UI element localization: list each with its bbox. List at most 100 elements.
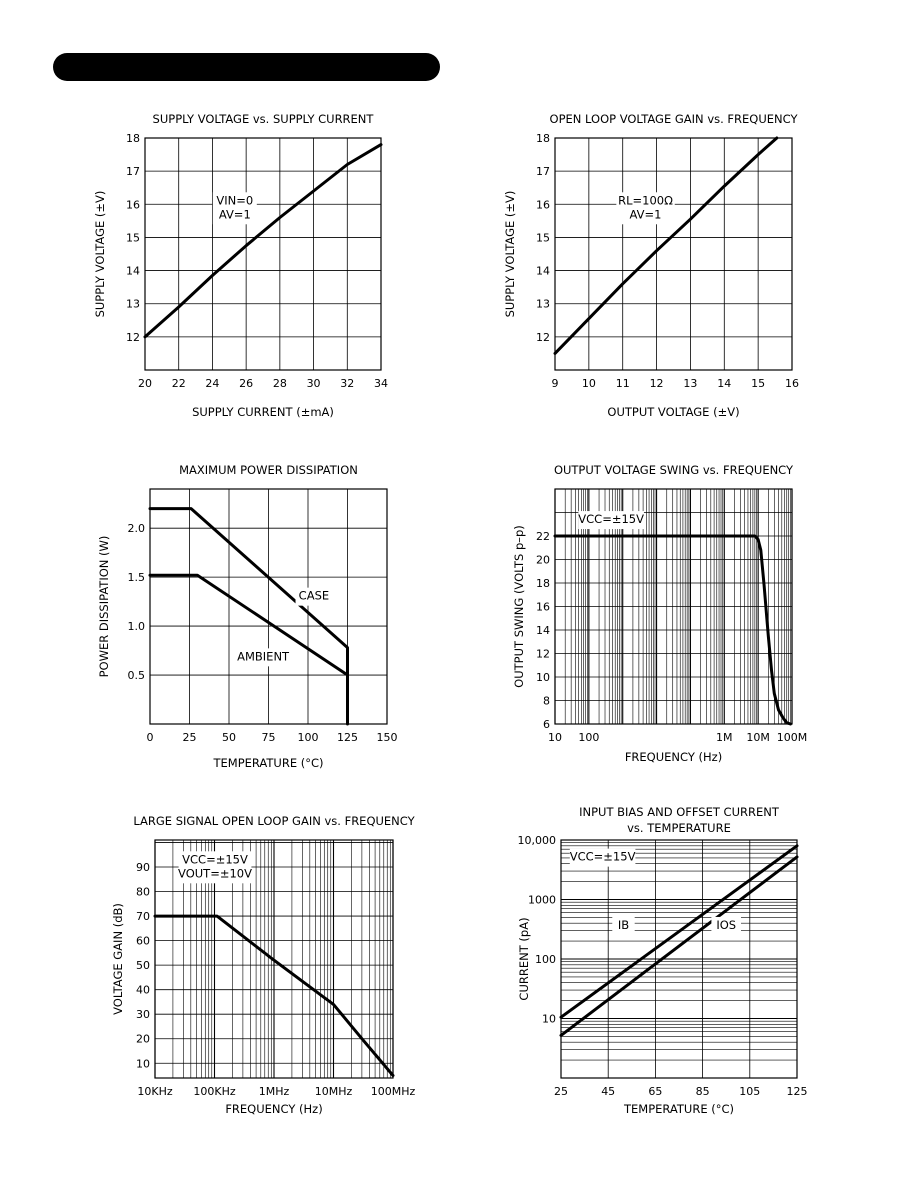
series-line: [153, 914, 395, 1077]
y-tick-label: 15: [536, 231, 550, 244]
x-tick-label: 15: [751, 377, 765, 390]
x-tick-label: 11: [616, 377, 630, 390]
y-axis-label: VOLTAGE GAIN (dB): [111, 903, 125, 1015]
series-line-ios: [559, 855, 799, 1037]
x-tick-label: 13: [683, 377, 697, 390]
x-tick-label: 50: [222, 731, 236, 744]
y-tick-label: 0.5: [128, 669, 146, 682]
y-tick-label: 10: [136, 1057, 150, 1070]
y-tick-label: 17: [536, 165, 550, 178]
y-tick-label: 18: [536, 132, 550, 145]
y-tick-label: 13: [536, 298, 550, 311]
y-tick-label: 16: [536, 198, 550, 211]
annotation-label: AV=1: [630, 207, 662, 221]
y-tick-label: 60: [136, 935, 150, 948]
x-tick-label: 0: [147, 731, 154, 744]
annotation-label: AV=1: [219, 207, 251, 221]
y-tick-label: 6: [543, 718, 550, 731]
x-tick-label: 30: [307, 377, 321, 390]
annotation-label: VOUT=±10V: [178, 866, 252, 880]
y-tick-label: 14: [126, 265, 140, 278]
y-tick-label: 90: [136, 861, 150, 874]
x-tick-label: 24: [205, 377, 219, 390]
y-tick-label: 17: [126, 165, 140, 178]
y-tick-label: 20: [136, 1033, 150, 1046]
x-tick-label: 20: [138, 377, 152, 390]
series-line: [143, 143, 383, 339]
annotation-label: VCC=±15V: [570, 850, 636, 864]
annotation-label: IOS: [716, 918, 736, 932]
x-tick-label: 75: [262, 731, 276, 744]
annotation-bg: [612, 916, 635, 935]
x-tick-label: 1MHz: [259, 1085, 290, 1098]
y-tick-label: 50: [136, 959, 150, 972]
chart-title: vs. TEMPERATURE: [627, 821, 731, 835]
x-tick-label: 10MHz: [315, 1085, 353, 1098]
series-line: [553, 534, 792, 726]
y-tick-label: 22: [536, 530, 550, 543]
y-tick-label: 1000: [528, 894, 556, 907]
x-axis-label: FREQUENCY (Hz): [225, 1102, 322, 1116]
x-axis-label: TEMPERATURE (°C): [623, 1102, 734, 1116]
annotation-bg: [295, 587, 333, 606]
x-tick-label: 100KHz: [193, 1085, 235, 1098]
x-tick-label: 10: [582, 377, 596, 390]
x-tick-label: 10KHz: [137, 1085, 172, 1098]
annotation-label: RL=100Ω: [618, 193, 673, 207]
x-tick-label: 26: [239, 377, 253, 390]
x-tick-label: 100M: [777, 731, 808, 744]
series-line-ambient: [148, 573, 349, 677]
chart-title: OPEN LOOP VOLTAGE GAIN vs. FREQUENCY: [550, 112, 799, 126]
annotation-label: CASE: [299, 589, 329, 603]
y-tick-label: 70: [136, 910, 150, 923]
y-axis-label: CURRENT (pA): [517, 917, 531, 1000]
y-tick-label: 1.5: [128, 571, 146, 584]
y-tick-label: 14: [536, 265, 550, 278]
y-tick-label: 100: [535, 953, 556, 966]
y-axis-label: SUPPLY VOLTAGE (±V): [503, 191, 517, 318]
y-tick-label: 10: [542, 1013, 556, 1026]
annotation-bg: [233, 648, 293, 667]
annotation-bg: [616, 192, 675, 225]
plot-frame: [144, 137, 382, 371]
x-axis-label: TEMPERATURE (°C): [212, 756, 323, 770]
x-tick-label: 105: [739, 1085, 760, 1098]
x-tick-label: 12: [650, 377, 664, 390]
x-tick-label: 25: [554, 1085, 568, 1098]
y-tick-label: 14: [536, 624, 550, 637]
x-tick-label: 45: [601, 1085, 615, 1098]
chart-c5: LARGE SIGNAL OPEN LOOP GAIN vs. FREQUENC…: [111, 814, 416, 1116]
chart-title: SUPPLY VOLTAGE vs. SUPPLY CURRENT: [153, 112, 375, 126]
grid: [560, 840, 798, 1079]
x-tick-label: 9: [552, 377, 559, 390]
annotation-bg: [178, 851, 252, 884]
y-tick-label: 8: [543, 695, 550, 708]
x-tick-label: 22: [172, 377, 186, 390]
series-line-case: [148, 507, 349, 726]
plot-frame: [554, 488, 793, 725]
x-tick-label: 100: [578, 731, 599, 744]
annotation-bg: [711, 916, 741, 935]
x-tick-label: 34: [374, 377, 388, 390]
x-tick-label: 14: [717, 377, 731, 390]
x-tick-label: 10: [548, 731, 562, 744]
y-tick-label: 80: [136, 886, 150, 899]
y-tick-label: 10,000: [518, 834, 557, 847]
chart-c2: OPEN LOOP VOLTAGE GAIN vs. FREQUENCY 9 10 1…: [503, 112, 799, 419]
x-tick-label: 1M: [716, 731, 733, 744]
x-tick-label: 28: [273, 377, 287, 390]
annotation-bg: [578, 511, 644, 530]
series-line: [553, 136, 779, 355]
y-tick-label: 16: [126, 198, 140, 211]
y-tick-label: 18: [126, 132, 140, 145]
y-tick-label: 12: [536, 331, 550, 344]
y-tick-label: 10: [536, 671, 550, 684]
y-axis-label: OUTPUT SWING (VOLTS p–p): [512, 525, 526, 688]
chart-title: MAXIMUM POWER DISSIPATION: [179, 463, 358, 477]
y-tick-label: 1.0: [128, 620, 146, 633]
y-tick-label: 13: [126, 298, 140, 311]
plot-frame: [560, 839, 798, 1079]
plot-frame: [149, 488, 388, 725]
annotation-bg: [569, 848, 636, 867]
